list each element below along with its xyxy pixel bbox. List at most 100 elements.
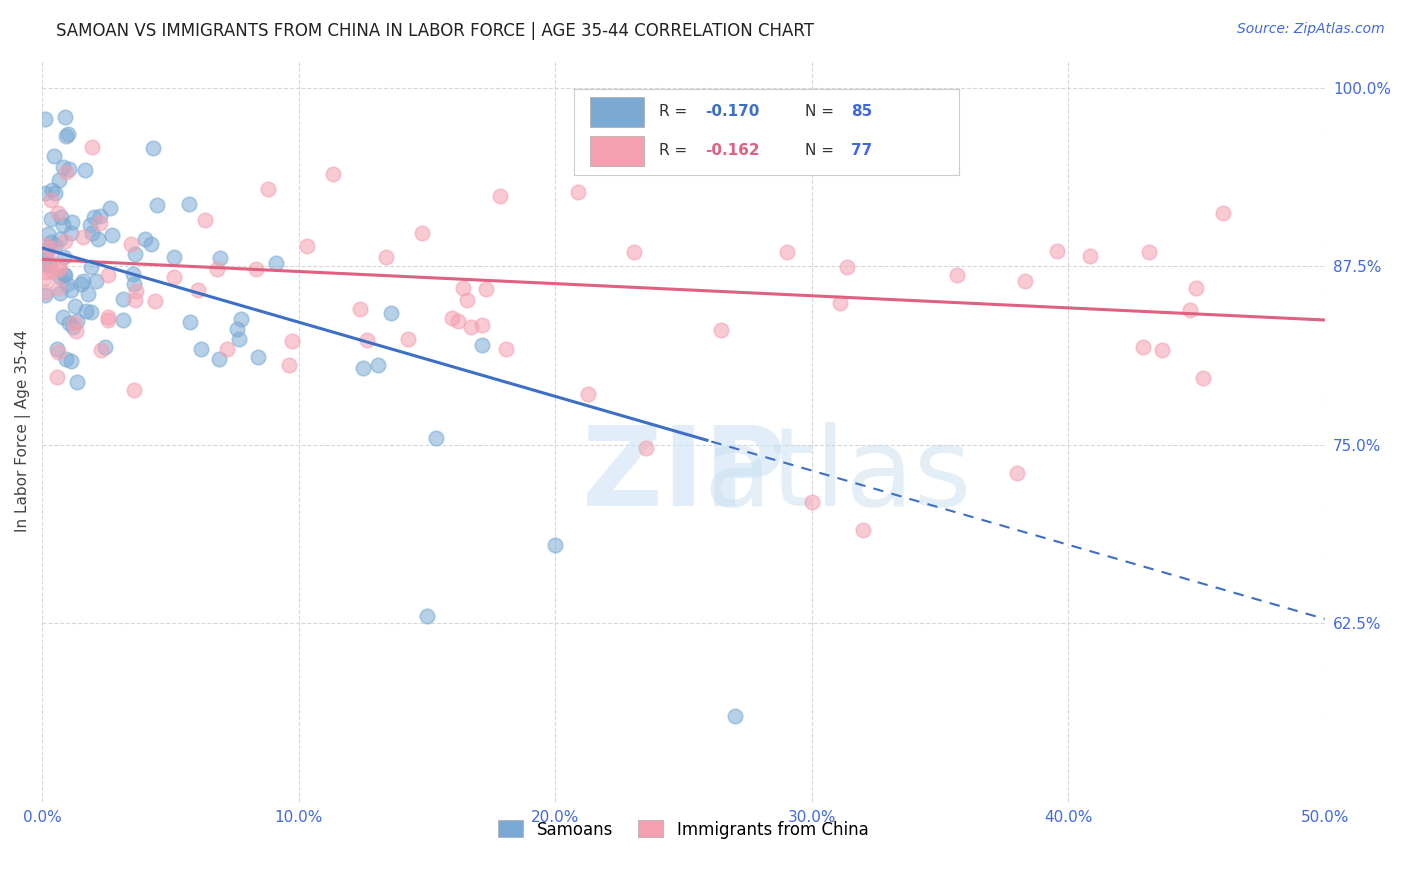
- Point: [53, 110, 76, 124]
- Point: [177, 197, 200, 211]
- Point: [122, 268, 145, 282]
- Point: [226, 321, 249, 335]
- Point: [34, 112, 56, 127]
- Point: [194, 212, 217, 227]
- Point: [44, 149, 66, 163]
- Point: [724, 709, 747, 723]
- Point: [425, 431, 447, 445]
- Point: [374, 250, 396, 264]
- Point: [39, 211, 62, 226]
- Point: [34, 257, 56, 271]
- Point: [44, 238, 66, 252]
- Point: [229, 311, 252, 326]
- Point: [146, 198, 169, 212]
- Point: [281, 334, 304, 348]
- Point: [48, 232, 70, 246]
- Point: [72, 230, 94, 244]
- Text: atlas: atlas: [703, 422, 972, 529]
- Point: [475, 282, 498, 296]
- Point: [776, 245, 799, 260]
- Point: [1132, 339, 1154, 353]
- Point: [456, 293, 478, 308]
- Point: [97, 268, 120, 283]
- Point: [62, 316, 84, 330]
- Point: [1014, 274, 1036, 288]
- Point: [94, 340, 117, 354]
- Point: [66, 314, 89, 328]
- Point: [122, 383, 145, 397]
- Point: [56, 127, 79, 141]
- Point: [80, 305, 103, 319]
- Point: [367, 359, 389, 373]
- Point: [451, 281, 474, 295]
- Point: [84, 274, 107, 288]
- Text: ZIP: ZIP: [582, 422, 785, 529]
- Point: [52, 268, 75, 283]
- Point: [79, 219, 101, 233]
- Point: [205, 262, 228, 277]
- Point: [49, 285, 72, 300]
- Point: [800, 495, 823, 509]
- Point: [830, 296, 852, 310]
- Point: [45, 369, 67, 384]
- Point: [53, 234, 76, 248]
- Point: [544, 538, 567, 552]
- Point: [90, 343, 112, 357]
- Point: [567, 185, 589, 199]
- Point: [72, 274, 94, 288]
- Point: [42, 265, 65, 279]
- Point: [46, 281, 69, 295]
- Legend: Samoans, Immigrants from China: Samoans, Immigrants from China: [492, 814, 875, 846]
- Point: [49, 269, 72, 284]
- Point: [228, 332, 250, 346]
- Point: [247, 350, 270, 364]
- Point: [278, 359, 301, 373]
- Point: [245, 262, 267, 277]
- Point: [209, 252, 232, 266]
- Point: [41, 183, 63, 197]
- Point: [124, 293, 146, 308]
- Point: [46, 344, 69, 359]
- Point: [1152, 343, 1174, 357]
- Point: [471, 318, 494, 332]
- Point: [34, 287, 56, 301]
- Point: [52, 218, 75, 232]
- Point: [163, 270, 186, 285]
- Point: [125, 285, 148, 299]
- Point: [49, 210, 72, 224]
- Point: [97, 312, 120, 326]
- Point: [69, 277, 91, 291]
- Point: [39, 241, 62, 255]
- Point: [83, 211, 105, 225]
- Point: [59, 283, 82, 297]
- Point: [1137, 244, 1160, 259]
- Point: [41, 235, 63, 250]
- Point: [349, 301, 371, 316]
- Point: [63, 300, 86, 314]
- Point: [112, 293, 135, 307]
- Point: [37, 227, 59, 242]
- Point: [38, 258, 60, 272]
- Point: [38, 253, 60, 268]
- Point: [52, 310, 75, 324]
- Point: [39, 193, 62, 207]
- Y-axis label: In Labor Force | Age 35-44: In Labor Force | Age 35-44: [15, 329, 31, 532]
- Point: [134, 232, 156, 246]
- Point: [59, 354, 82, 368]
- Point: [34, 238, 56, 252]
- Point: [101, 228, 124, 243]
- Point: [34, 244, 56, 258]
- Point: [946, 268, 969, 282]
- Point: [56, 277, 79, 292]
- Point: [77, 287, 100, 301]
- Point: [80, 226, 103, 240]
- Point: [97, 310, 120, 324]
- Point: [143, 294, 166, 309]
- Point: [89, 216, 111, 230]
- Point: [75, 304, 97, 318]
- Point: [48, 261, 70, 276]
- Text: SAMOAN VS IMMIGRANTS FROM CHINA IN LABOR FORCE | AGE 35-44 CORRELATION CHART: SAMOAN VS IMMIGRANTS FROM CHINA IN LABOR…: [56, 22, 814, 40]
- Point: [411, 226, 433, 240]
- Point: [80, 260, 103, 275]
- Text: Source: ZipAtlas.com: Source: ZipAtlas.com: [1237, 22, 1385, 37]
